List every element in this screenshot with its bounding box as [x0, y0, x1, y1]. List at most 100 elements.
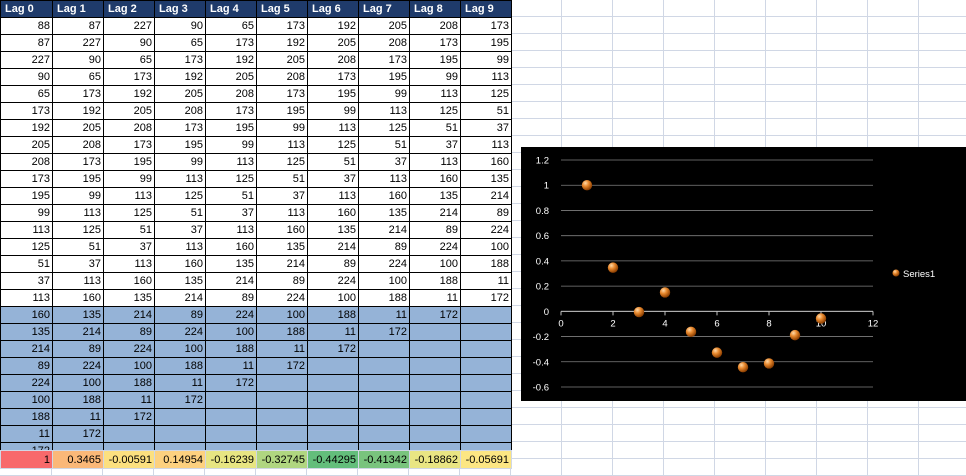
table-cell[interactable]: [358, 425, 410, 443]
table-cell[interactable]: 160: [409, 170, 461, 188]
table-cell[interactable]: 89: [256, 272, 308, 290]
table-cell[interactable]: 65: [52, 68, 104, 86]
table-cell[interactable]: 11: [0, 425, 53, 443]
column-header[interactable]: Lag 4: [205, 0, 257, 18]
table-cell[interactable]: [205, 425, 257, 443]
table-cell[interactable]: 160: [256, 221, 308, 239]
table-cell[interactable]: 188: [307, 306, 359, 324]
column-header[interactable]: Lag 3: [154, 0, 206, 18]
table-cell[interactable]: 51: [154, 204, 206, 222]
table-cell[interactable]: 100: [307, 289, 359, 307]
table-cell[interactable]: 172: [154, 391, 206, 409]
autocorrelation-cell[interactable]: -0.41342: [358, 450, 410, 469]
table-cell[interactable]: [409, 374, 461, 392]
table-cell[interactable]: 37: [154, 221, 206, 239]
table-cell[interactable]: 188: [103, 374, 155, 392]
table-cell[interactable]: 188: [358, 289, 410, 307]
table-cell[interactable]: 113: [205, 153, 257, 171]
table-cell[interactable]: [460, 306, 512, 324]
table-cell[interactable]: [358, 357, 410, 375]
correlogram-chart[interactable]: 1.2 1 0.8 0.6 0.4 0.2 0 -0.2 -0.4 -0.6 0 2 4 6 8 10 12 Se…: [521, 147, 966, 401]
table-cell[interactable]: [307, 408, 359, 426]
table-cell[interactable]: 89: [0, 357, 53, 375]
table-cell[interactable]: 125: [205, 170, 257, 188]
table-cell[interactable]: 125: [307, 136, 359, 154]
table-cell[interactable]: 89: [307, 255, 359, 273]
table-cell[interactable]: 37: [307, 170, 359, 188]
table-cell[interactable]: 214: [103, 306, 155, 324]
table-cell[interactable]: 172: [52, 425, 104, 443]
table-cell[interactable]: 125: [358, 119, 410, 137]
table-cell[interactable]: 172: [460, 289, 512, 307]
table-cell[interactable]: 205: [52, 119, 104, 137]
table-cell[interactable]: 192: [205, 51, 257, 69]
table-cell[interactable]: 192: [307, 17, 359, 35]
table-cell[interactable]: 172: [205, 374, 257, 392]
table-cell[interactable]: 51: [358, 136, 410, 154]
table-cell[interactable]: 113: [103, 255, 155, 273]
table-cell[interactable]: 11: [460, 272, 512, 290]
table-cell[interactable]: 51: [103, 221, 155, 239]
table-cell[interactable]: 208: [409, 17, 461, 35]
table-cell[interactable]: 99: [409, 68, 461, 86]
table-cell[interactable]: 214: [256, 255, 308, 273]
autocorrelation-cell[interactable]: -0.32745: [256, 450, 308, 469]
table-cell[interactable]: 135: [256, 238, 308, 256]
table-cell[interactable]: 135: [409, 187, 461, 205]
autocorrelation-cell[interactable]: 0.3465: [52, 450, 104, 469]
table-cell[interactable]: 195: [103, 153, 155, 171]
table-cell[interactable]: 195: [52, 170, 104, 188]
table-cell[interactable]: 135: [358, 204, 410, 222]
table-cell[interactable]: 195: [358, 68, 410, 86]
table-cell[interactable]: 125: [409, 102, 461, 120]
table-cell[interactable]: 173: [460, 17, 512, 35]
table-cell[interactable]: 172: [307, 340, 359, 358]
table-cell[interactable]: 172: [358, 323, 410, 341]
table-cell[interactable]: 205: [307, 34, 359, 52]
table-cell[interactable]: 113: [460, 68, 512, 86]
table-cell[interactable]: 135: [52, 306, 104, 324]
table-cell[interactable]: 90: [0, 68, 53, 86]
table-cell[interactable]: 195: [205, 119, 257, 137]
table-cell[interactable]: [256, 408, 308, 426]
table-cell[interactable]: [154, 425, 206, 443]
table-cell[interactable]: 88: [0, 17, 53, 35]
table-cell[interactable]: 208: [0, 153, 53, 171]
table-cell[interactable]: 37: [0, 272, 53, 290]
table-cell[interactable]: 224: [409, 238, 461, 256]
table-cell[interactable]: 172: [256, 357, 308, 375]
table-cell[interactable]: 135: [460, 170, 512, 188]
table-cell[interactable]: [307, 391, 359, 409]
table-cell[interactable]: 173: [205, 102, 257, 120]
table-cell[interactable]: 214: [154, 289, 206, 307]
table-cell[interactable]: 172: [103, 408, 155, 426]
table-cell[interactable]: 99: [358, 85, 410, 103]
table-cell[interactable]: [460, 323, 512, 341]
table-cell[interactable]: 11: [358, 306, 410, 324]
table-cell[interactable]: 195: [154, 136, 206, 154]
table-cell[interactable]: 160: [154, 255, 206, 273]
table-cell[interactable]: 214: [205, 272, 257, 290]
table-cell[interactable]: 135: [103, 289, 155, 307]
table-cell[interactable]: 214: [52, 323, 104, 341]
table-cell[interactable]: 113: [52, 272, 104, 290]
table-cell[interactable]: 208: [154, 102, 206, 120]
table-cell[interactable]: 90: [103, 34, 155, 52]
table-cell[interactable]: 37: [205, 204, 257, 222]
table-cell[interactable]: 100: [256, 306, 308, 324]
table-cell[interactable]: 99: [307, 102, 359, 120]
table-cell[interactable]: 205: [154, 85, 206, 103]
table-cell[interactable]: 160: [0, 306, 53, 324]
table-cell[interactable]: 224: [358, 255, 410, 273]
table-cell[interactable]: 51: [460, 102, 512, 120]
table-cell[interactable]: 224: [0, 374, 53, 392]
table-cell[interactable]: 113: [307, 187, 359, 205]
table-cell[interactable]: 113: [52, 204, 104, 222]
table-cell[interactable]: 188: [154, 357, 206, 375]
table-cell[interactable]: [460, 391, 512, 409]
table-cell[interactable]: [409, 357, 461, 375]
table-cell[interactable]: 173: [52, 153, 104, 171]
table-cell[interactable]: 160: [358, 187, 410, 205]
table-cell[interactable]: 160: [103, 272, 155, 290]
table-cell[interactable]: 89: [409, 221, 461, 239]
